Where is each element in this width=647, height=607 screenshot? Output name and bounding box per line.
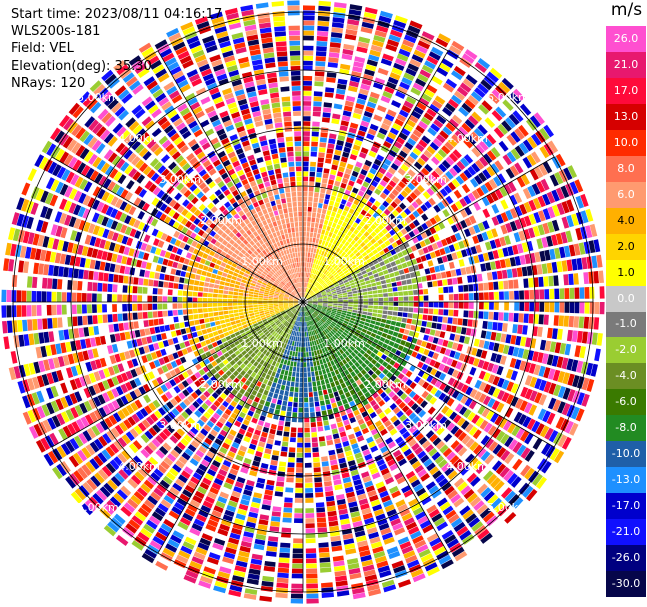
azimuth-spoke [302,156,555,303]
colorbar-segment [606,545,646,572]
range-ring-label: 3.00km [405,419,447,432]
range-ring-label: 5.00km [487,501,529,514]
azimuth-spoke [302,301,555,448]
colorbar-tick-label: 10.0 [613,135,639,149]
colorbar-segment [606,259,646,287]
colorbar-segment [606,77,646,105]
colorbar-tick-label: -13.0 [611,473,641,487]
range-ring-label: 3.00km [159,173,201,186]
range-ring-label: 2.00km [200,378,242,391]
colorbar-tick-label: 26.0 [613,31,639,45]
colorbar-segment [606,155,646,183]
range-ring-label: 2.00km [364,378,406,391]
field-label: Field: VEL [11,41,74,56]
colorbar-segment [606,519,646,546]
colorbar-segment [606,233,646,261]
colorbar-segment [606,129,646,157]
colorbar-segment [606,467,646,494]
range-ring-label: 5.00km [487,91,529,104]
range-ring-label: 4.00km [446,132,488,145]
range-ring-label: 3.00km [405,173,447,186]
colorbar-segment [606,415,646,442]
range-ring-label: 4.00km [118,132,160,145]
azimuth-spoke [157,50,304,303]
colorbar-segment [606,389,646,416]
range-ring-label: 4.00km [118,460,160,473]
colorbar-segment [606,363,646,390]
colorbar-tick-label: -21.0 [611,525,641,539]
range-ring-label: 5.00km [77,91,119,104]
colorbar-segment [606,103,646,131]
colorbar-tick-label: 4.0 [617,213,635,227]
instrument-label: WLS200s-181 [11,24,101,39]
range-ring-label: 1.00km [241,337,283,350]
colorbar-segment [606,181,646,209]
colorbar-unit: m/s [610,0,643,20]
colorbar: 26.0 21.0 17.0 13.0 10.0 8.0 6.0 4.0 2.0 1.0 0.0 -1… [606,26,646,598]
colorbar-tick-label: -1.0 [615,317,637,331]
azimuth-spoke [51,301,304,448]
colorbar-segment [606,51,646,79]
colorbar-tick-label: 17.0 [613,83,639,97]
nrays-label: NRays: 120 [11,76,86,91]
range-ring-label: 3.00km [159,419,201,432]
colorbar-segment [606,441,646,468]
range-ring-label: 1.00km [323,337,365,350]
colorbar-tick-label: 13.0 [613,109,639,123]
start-time-label: Start time: 2023/08/11 04:16:17 [11,7,223,22]
colorbar-tick-label: 21.0 [613,57,639,71]
colorbar-tick-label: -17.0 [611,499,641,513]
colorbar-tick-label: -26.0 [611,551,641,565]
range-ring-label: 4.00km [446,460,488,473]
colorbar-segment [606,337,646,364]
colorbar-tick-label: -4.0 [615,369,637,383]
range-ring-label: 5.00km [77,501,119,514]
colorbar-segment [606,285,646,312]
range-ring-label: 1.00km [241,255,283,268]
colorbar-segment [606,207,646,235]
azimuth-spoke [302,50,449,303]
range-ring-label: 1.00km [323,255,365,268]
azimuth-spoke [302,301,449,554]
colorbar-segment [606,311,646,338]
elevation-label: Elevation(deg): 35.30 [11,59,152,74]
colorbar-segment [606,493,646,520]
colorbar-tick-label: 6.0 [617,187,635,201]
radar-gates [1,0,605,604]
azimuth-spoke [51,156,304,303]
range-ring-label: 2.00km [200,214,242,227]
colorbar-tick-label: 1.0 [617,265,635,279]
colorbar-tick-label: -10.0 [611,447,641,461]
azimuth-spoke [157,301,304,554]
colorbar-tick-label: 2.0 [617,239,635,253]
colorbar-tick-label: -30.0 [611,577,641,591]
colorbar-tick-label: 8.0 [617,161,635,175]
colorbar-segment [606,26,646,53]
colorbar-segment [606,571,646,598]
colorbar-tick-label: -6.0 [615,395,637,409]
colorbar-tick-label: -8.0 [615,421,637,435]
colorbar-tick-label: 0.0 [617,291,635,305]
range-ring-label: 2.00km [364,214,406,227]
colorbar-tick-label: -2.0 [615,343,637,357]
